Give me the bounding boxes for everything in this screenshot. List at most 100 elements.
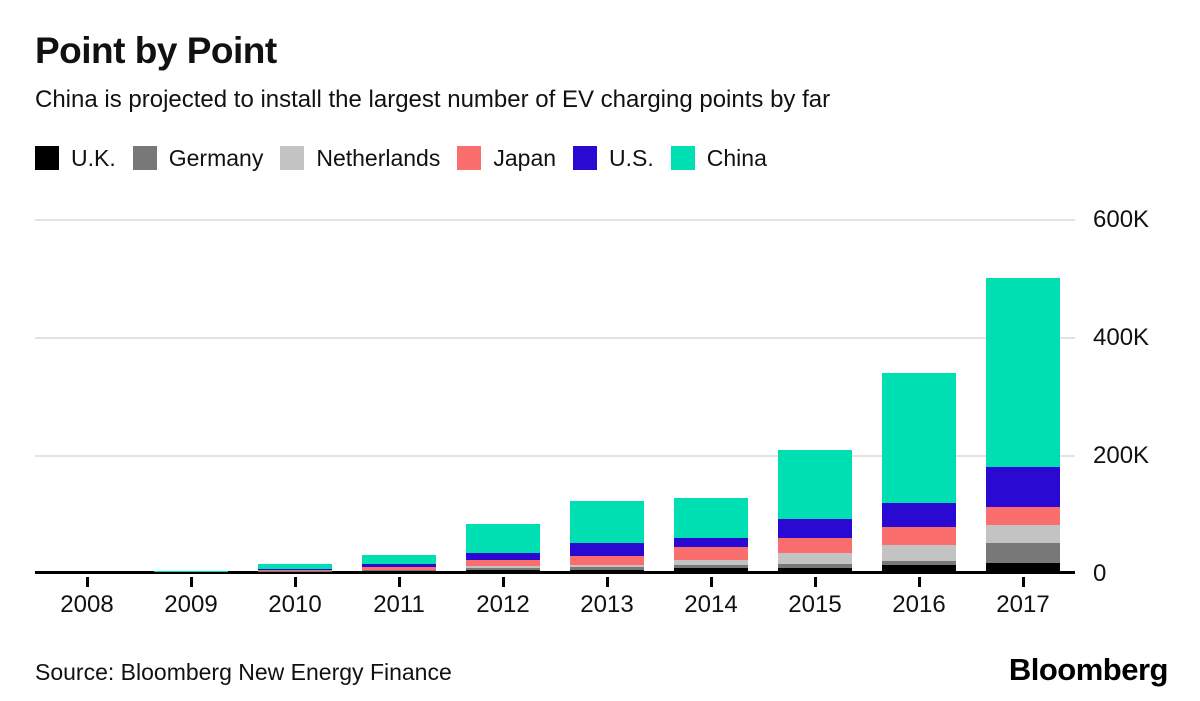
bar-segment-2017-netherlands — [986, 525, 1060, 543]
legend-swatch-icon — [132, 146, 157, 170]
bar-segment-2014-japan — [674, 546, 748, 561]
bar-segment-2016-china — [882, 373, 956, 503]
legend-label: Netherlands — [316, 144, 441, 171]
bar-segment-2010-japan — [258, 569, 332, 571]
legend-swatch-icon — [457, 146, 482, 170]
chart-subtitle: China is projected to install the larges… — [35, 86, 831, 113]
legend-item-japan: Japan — [457, 145, 556, 172]
x-tick-slot-2013 — [555, 577, 659, 587]
bar-segment-2013-china — [570, 500, 644, 543]
x-tick-2010 — [293, 577, 297, 587]
gridline-600k — [35, 219, 1075, 221]
x-label-2013: 2013 — [580, 591, 634, 618]
bar-segment-2016-japan — [882, 527, 956, 546]
bar-segment-2014-germany — [674, 565, 748, 569]
bar-segment-2013-netherlands — [570, 564, 644, 568]
bar-segment-2010-us — [258, 568, 332, 570]
y-tick-label-400k: 400K — [1093, 324, 1150, 351]
stacked-bar-2010 — [258, 564, 332, 571]
bar-segment-2017-us — [986, 466, 1060, 507]
x-tick-2013 — [605, 577, 609, 587]
x-tick-2009 — [189, 577, 193, 587]
bar-segment-2015-germany — [778, 563, 852, 569]
legend-item-china: China — [670, 144, 767, 172]
x-tick-slot-2012 — [451, 577, 555, 587]
x-label-2009: 2009 — [164, 591, 218, 618]
bar-segment-2013-us — [570, 542, 644, 557]
stacked-bar-chart: 600K 400K 200K 0 2008 2009 2010 2011 2012 2013 20… — [35, 206, 1165, 619]
bar-segment-2017-uk — [986, 563, 1060, 571]
x-label-2008: 2008 — [60, 591, 114, 618]
stacked-bar-2012 — [466, 523, 540, 571]
bar-segment-2014-us — [674, 538, 748, 547]
chart-footer: Source: Bloomberg New Energy Finance Blo… — [35, 652, 1169, 688]
bar-segment-2014-china — [674, 497, 748, 538]
bar-slot-2008 — [35, 207, 139, 571]
bar-segment-2012-netherlands — [466, 565, 540, 569]
legend-swatch-icon — [573, 146, 598, 170]
bar-slot-2009 — [139, 207, 243, 571]
bar-segment-2015-uk — [778, 568, 852, 571]
bar-slot-2015 — [763, 207, 867, 571]
bar-slot-2014 — [659, 207, 763, 571]
x-tick-slot-2014 — [659, 577, 763, 587]
bar-segment-2016-germany — [882, 560, 956, 566]
legend-item-uk: U.K. — [35, 145, 116, 172]
bar-segment-2013-japan — [570, 556, 644, 565]
x-tick-slot-2011 — [347, 577, 451, 587]
bar-segment-2015-japan — [778, 538, 852, 554]
bar-segment-2015-us — [778, 519, 852, 538]
legend-label: China — [706, 144, 767, 171]
x-tick-2017 — [1021, 577, 1025, 587]
page-title: Point by Point — [35, 30, 277, 71]
x-tick-slot-2016 — [867, 577, 971, 587]
x-tick-slot-2009 — [139, 577, 243, 587]
x-tick-2014 — [709, 577, 713, 587]
x-tick-2008 — [85, 577, 89, 587]
x-label-2014: 2014 — [684, 591, 738, 618]
bars-container — [35, 207, 1075, 571]
stacked-bar-2016 — [882, 373, 956, 571]
x-tick-slot-2015 — [763, 577, 867, 587]
bar-segment-2011-china — [362, 554, 436, 564]
y-tick-label-0: 0 — [1093, 560, 1107, 587]
bar-segment-2012-us — [466, 552, 540, 561]
gridline-400k — [35, 337, 1075, 339]
bar-segment-2014-netherlands — [674, 560, 748, 566]
legend-label: Japan — [493, 144, 557, 171]
x-label-2011: 2011 — [373, 591, 425, 618]
x-tick-2015 — [813, 577, 817, 587]
x-label-2015: 2015 — [788, 591, 842, 618]
stacked-bar-2015 — [778, 450, 852, 571]
gridline-200k — [35, 455, 1075, 457]
chart-legend: U.K. Germany Netherlands Japan U.S. China — [35, 145, 1165, 171]
bar-segment-2012-china — [466, 523, 540, 553]
legend-item-germany: Germany — [132, 145, 263, 172]
bar-segment-2012-germany — [466, 568, 540, 570]
legend-label: U.K. — [71, 144, 116, 171]
bar-segment-2011-us — [362, 563, 436, 567]
bar-segment-2017-germany — [986, 542, 1060, 564]
bar-slot-2016 — [867, 207, 971, 571]
bar-slot-2012 — [451, 207, 555, 571]
legend-label: U.S. — [609, 144, 654, 171]
bloomberg-logo: Bloomberg — [1008, 652, 1169, 687]
x-tick-slot-2008 — [35, 577, 139, 587]
legend-item-netherlands: Netherlands — [280, 145, 440, 172]
legend-swatch-icon — [670, 146, 695, 170]
bar-segment-2012-uk — [466, 569, 540, 571]
bar-segment-2011-netherlands — [362, 569, 436, 571]
bar-slot-2013 — [555, 207, 659, 571]
x-axis-labels: 2008 2009 2010 2011 2012 2013 2014 2015 2016 2017 — [35, 591, 1075, 619]
bar-segment-2016-netherlands — [882, 545, 956, 561]
bar-slot-2011 — [347, 207, 451, 571]
x-label-2010: 2010 — [268, 591, 322, 618]
bar-segment-2015-netherlands — [778, 553, 852, 564]
x-tick-2012 — [501, 577, 505, 587]
x-tick-2016 — [917, 577, 921, 587]
bar-segment-2016-us — [882, 502, 956, 528]
source-text: Source: Bloomberg New Energy Finance — [35, 659, 452, 685]
bar-slot-2010 — [243, 207, 347, 571]
plot-area — [35, 207, 1075, 574]
